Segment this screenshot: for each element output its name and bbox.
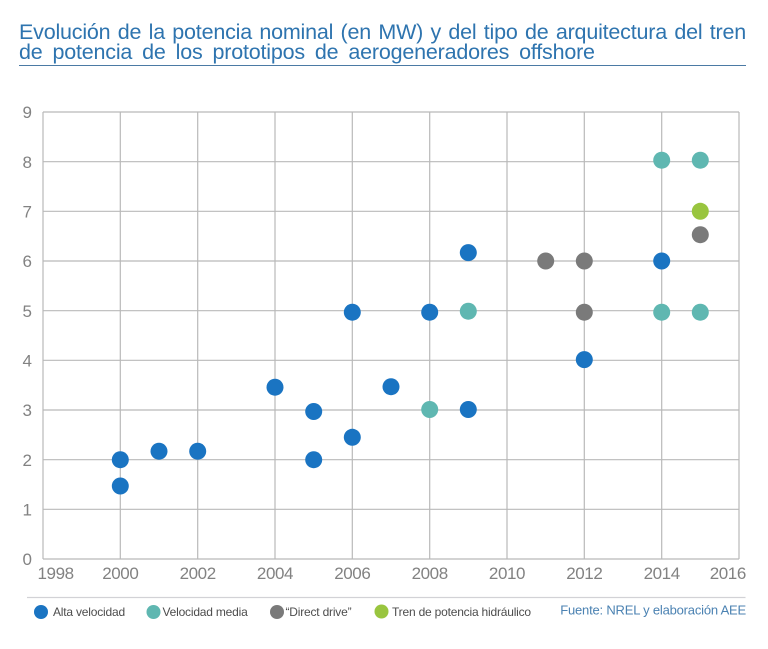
- svg-text:2010: 2010: [489, 564, 525, 583]
- svg-text:2008: 2008: [412, 564, 448, 583]
- svg-text:0: 0: [23, 550, 32, 569]
- svg-text:2016: 2016: [710, 564, 746, 583]
- svg-text:9: 9: [23, 103, 32, 122]
- svg-text:2012: 2012: [566, 564, 602, 583]
- svg-text:2014: 2014: [644, 564, 680, 583]
- svg-text:Alta velocidad: Alta velocidad: [53, 605, 125, 619]
- svg-text:4: 4: [23, 352, 32, 371]
- svg-text:5: 5: [23, 302, 32, 321]
- svg-text:Fuente: NREL y elaboración AEE: Fuente: NREL y elaboración AEE: [560, 603, 746, 618]
- svg-text:2004: 2004: [257, 564, 293, 583]
- svg-text:2000: 2000: [102, 564, 138, 583]
- svg-text:6: 6: [23, 252, 32, 271]
- svg-text:3: 3: [23, 401, 32, 420]
- svg-text:1: 1: [23, 501, 32, 520]
- svg-text:2: 2: [23, 451, 32, 470]
- svg-text:“Direct drive”: “Direct drive”: [286, 605, 352, 619]
- svg-text:Velocidad media: Velocidad media: [163, 605, 249, 619]
- svg-text:Tren de potencia hidráulico: Tren de potencia hidráulico: [392, 605, 531, 619]
- svg-text:1998: 1998: [37, 564, 73, 583]
- svg-text:2006: 2006: [334, 564, 370, 583]
- svg-text:2002: 2002: [180, 564, 216, 583]
- svg-text:7: 7: [23, 203, 32, 222]
- svg-text:8: 8: [23, 153, 32, 172]
